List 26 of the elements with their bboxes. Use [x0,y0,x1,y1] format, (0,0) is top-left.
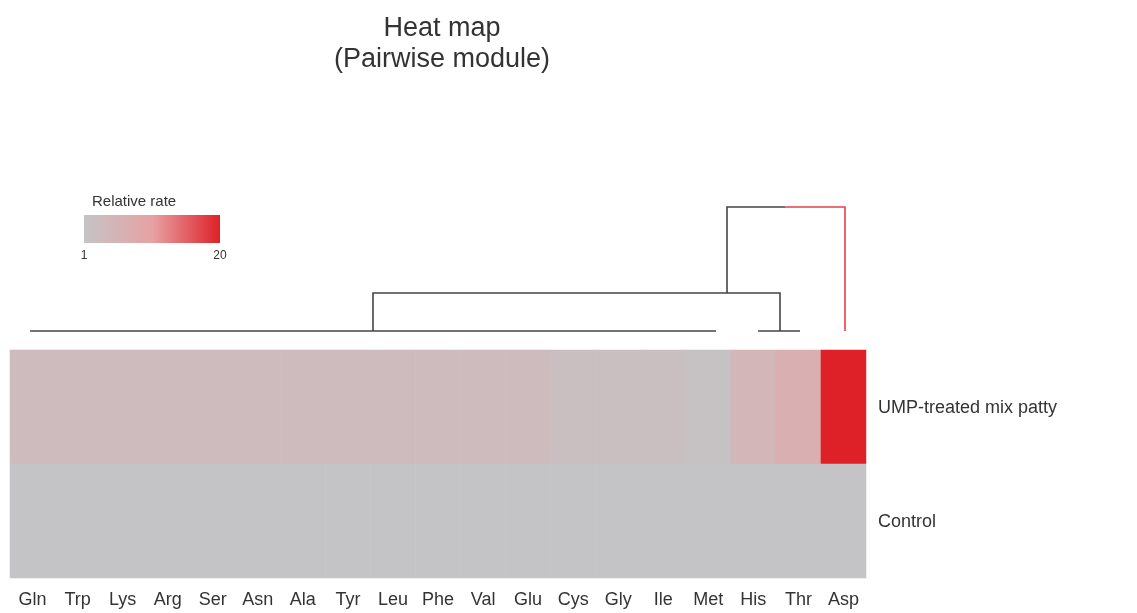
x-tick-label: Val [470,589,496,609]
x-tick-label: Tyr [335,589,361,609]
x-tick-label: Phe [421,589,455,609]
x-tick-label: Thr [784,589,812,609]
x-tick-label: Glu [514,589,543,609]
x-tick-label: Trp [64,589,91,609]
y-tick-label: UMP-treated mix patty [878,397,1058,417]
x-tick-label: Asp [827,589,859,609]
x-tick-label: Cys [557,589,589,609]
x-tick-label: Ile [653,589,673,609]
x-tick-label: Leu [377,589,408,609]
chart-subtitle: (Pairwise module) [333,42,551,73]
x-tick-label: His [740,589,767,609]
color-bar-label: 20 [213,248,227,262]
x-tick-label: Gly [604,589,632,609]
chart-title: Heat map [383,11,501,42]
y-tick-label: Control [878,511,937,531]
x-tick-label: Lys [108,589,137,609]
x-tick-label: Ala [289,589,317,609]
color-bar-label: 1 [80,248,88,262]
x-tick-label: Gln [18,589,47,609]
x-tick-label: Asn [242,589,274,609]
x-tick-label: Arg [153,589,182,609]
color-bar-title: Relative rate [92,192,177,209]
x-tick-label: Ser [198,589,227,609]
x-tick-label: Met [693,589,724,609]
